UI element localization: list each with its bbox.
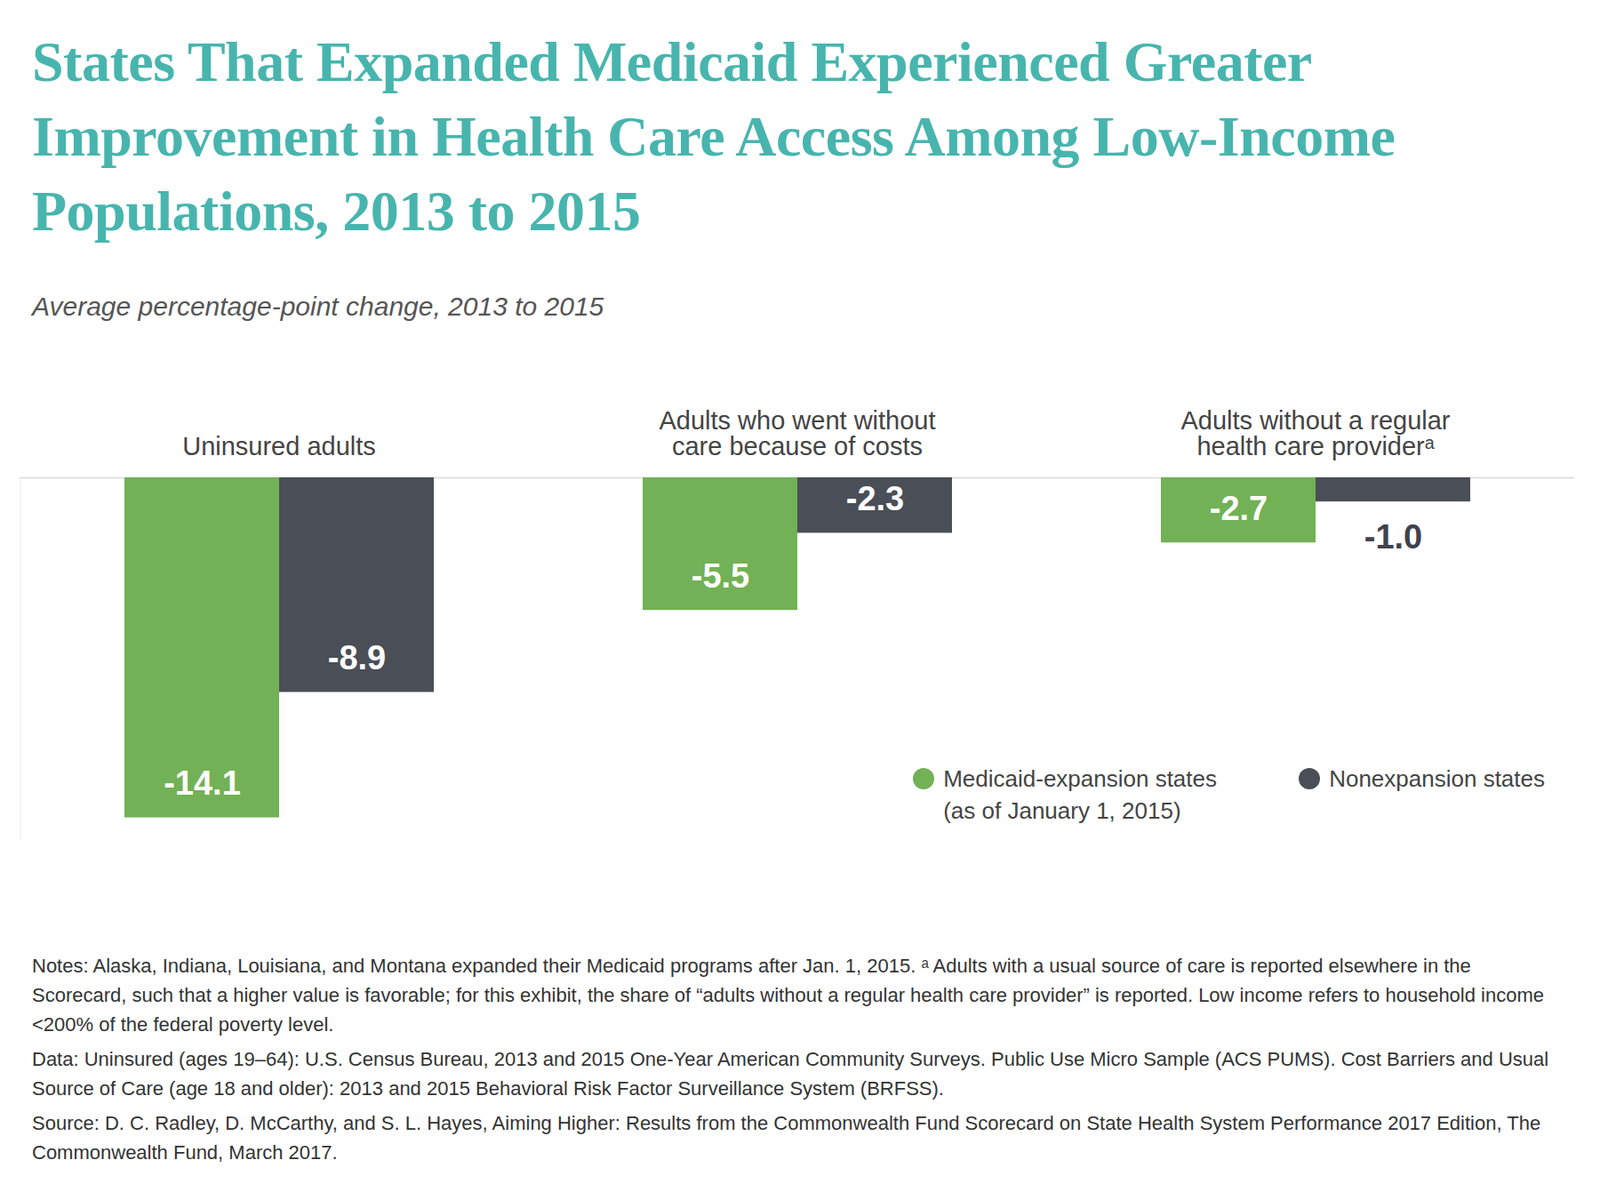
html-text:States That Expanded Medicaid: States That Expanded Medicaid Experience… bbox=[32, 30, 1396, 243]
html-text:Notes: Alaska, Indiana, Louisi: Notes: Alaska, Indiana, Louisiana, and M… bbox=[32, 954, 1544, 1036]
svg-text:-2.7: -2.7 bbox=[1209, 489, 1268, 528]
html-text:Source: D. C. Radley, D. McCar: Source: D. C. Radley, D. McCarthy, and S… bbox=[32, 1112, 1541, 1164]
svg-text:-14.1: -14.1 bbox=[163, 764, 241, 802]
html-text:Average percentage-point chang: Average percentage-point change, 2013 to… bbox=[32, 291, 604, 321]
svg-text:-2.3: -2.3 bbox=[846, 480, 904, 518]
svg-text:-1.0: -1.0 bbox=[1364, 518, 1423, 556]
svg-text:-5.5: -5.5 bbox=[691, 557, 750, 595]
svg-text:Adults without a regularhealth: Adults without a regularhealth care prov… bbox=[1180, 406, 1450, 461]
svg-text:Adults who went withoutcare be: Adults who went withoutcare because of c… bbox=[658, 406, 936, 461]
svg-text:Uninsured adults: Uninsured adults bbox=[182, 432, 376, 461]
html-text:Medicaid-expansion states (as: Medicaid-expansion states (as of January… bbox=[943, 765, 1217, 824]
svg-text:-8.9: -8.9 bbox=[328, 639, 386, 677]
html-text:Data: Uninsured (ages 19–64):: Data: Uninsured (ages 19–64): U.S. Censu… bbox=[32, 1048, 1549, 1100]
html-text:Nonexpansion states: Nonexpansion states bbox=[1329, 765, 1545, 792]
